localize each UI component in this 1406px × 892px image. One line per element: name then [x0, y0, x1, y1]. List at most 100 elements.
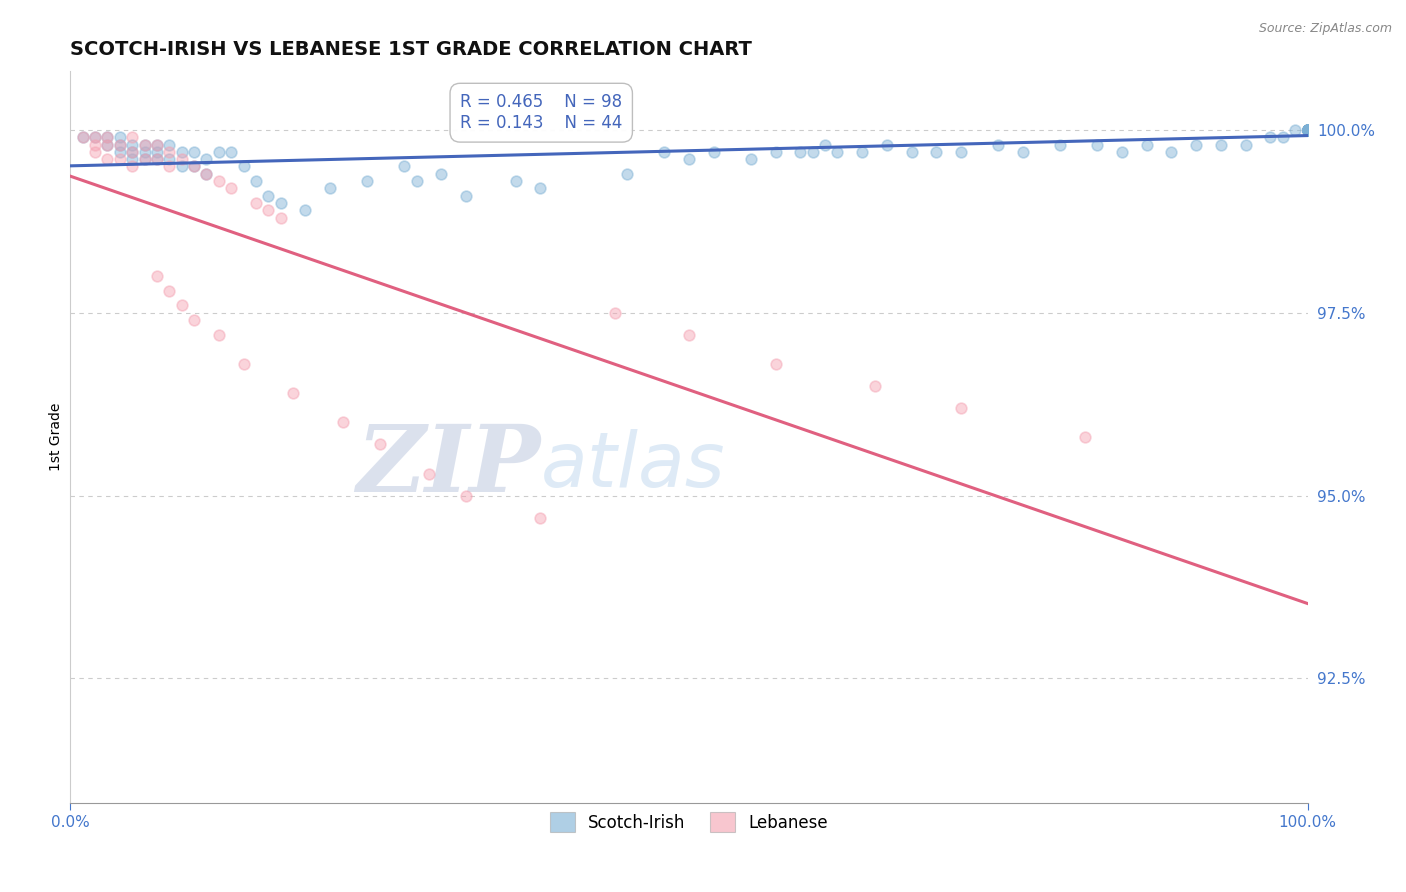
Point — [121, 145, 143, 159]
Point — [134, 137, 156, 152]
Point — [1296, 123, 1319, 137]
Point — [72, 130, 94, 145]
Point — [170, 160, 193, 174]
Point — [1049, 137, 1071, 152]
Point — [84, 130, 107, 145]
Point — [1209, 137, 1232, 152]
Point — [294, 203, 316, 218]
Point — [1296, 123, 1319, 137]
Point — [1296, 123, 1319, 137]
Point — [170, 145, 193, 159]
Point — [232, 357, 254, 371]
Point — [1296, 123, 1319, 137]
Point — [157, 284, 180, 298]
Point — [84, 137, 107, 152]
Point — [703, 145, 725, 159]
Text: SCOTCH-IRISH VS LEBANESE 1ST GRADE CORRELATION CHART: SCOTCH-IRISH VS LEBANESE 1ST GRADE CORRE… — [70, 39, 752, 59]
Point — [740, 152, 762, 166]
Point — [652, 145, 675, 159]
Point — [1296, 123, 1319, 137]
Point — [121, 160, 143, 174]
Point — [1296, 123, 1319, 137]
Point — [219, 181, 242, 195]
Point — [876, 137, 898, 152]
Point — [1271, 130, 1294, 145]
Point — [456, 489, 478, 503]
Point — [219, 145, 242, 159]
Point — [405, 174, 427, 188]
Point — [368, 437, 391, 451]
Point — [157, 160, 180, 174]
Point — [987, 137, 1010, 152]
Point — [1185, 137, 1208, 152]
Point — [157, 137, 180, 152]
Point — [529, 510, 551, 524]
Point — [851, 145, 873, 159]
Point — [146, 152, 169, 166]
Point — [183, 313, 205, 327]
Point — [356, 174, 378, 188]
Point — [232, 160, 254, 174]
Point — [96, 130, 118, 145]
Point — [146, 152, 169, 166]
Point — [157, 152, 180, 166]
Point — [603, 306, 626, 320]
Point — [1296, 123, 1319, 137]
Point — [765, 357, 787, 371]
Point — [1085, 137, 1108, 152]
Point — [418, 467, 440, 481]
Point — [394, 160, 416, 174]
Point — [1296, 123, 1319, 137]
Text: Source: ZipAtlas.com: Source: ZipAtlas.com — [1258, 22, 1392, 36]
Point — [121, 152, 143, 166]
Point — [950, 145, 973, 159]
Point — [1296, 123, 1319, 137]
Point — [1260, 130, 1282, 145]
Point — [529, 181, 551, 195]
Point — [801, 145, 824, 159]
Point — [146, 137, 169, 152]
Point — [84, 130, 107, 145]
Point — [616, 167, 638, 181]
Point — [1234, 137, 1257, 152]
Point — [827, 145, 849, 159]
Point — [270, 196, 292, 211]
Point — [84, 145, 107, 159]
Point — [1296, 123, 1319, 137]
Point — [195, 167, 218, 181]
Point — [281, 386, 304, 401]
Y-axis label: 1st Grade: 1st Grade — [49, 403, 63, 471]
Point — [183, 145, 205, 159]
Point — [72, 130, 94, 145]
Point — [121, 137, 143, 152]
Point — [925, 145, 948, 159]
Point — [134, 145, 156, 159]
Point — [1296, 123, 1319, 137]
Point — [208, 145, 231, 159]
Point — [332, 416, 354, 430]
Point — [1296, 123, 1319, 137]
Point — [96, 130, 118, 145]
Point — [183, 160, 205, 174]
Point — [146, 137, 169, 152]
Point — [208, 174, 231, 188]
Point — [1296, 123, 1319, 137]
Point — [1296, 123, 1319, 137]
Point — [183, 160, 205, 174]
Point — [170, 152, 193, 166]
Point — [108, 137, 131, 152]
Point — [900, 145, 922, 159]
Point — [1160, 145, 1182, 159]
Point — [1111, 145, 1133, 159]
Point — [1136, 137, 1159, 152]
Point — [134, 137, 156, 152]
Point — [245, 174, 267, 188]
Point — [134, 152, 156, 166]
Point — [134, 152, 156, 166]
Point — [678, 327, 700, 342]
Point — [146, 145, 169, 159]
Point — [96, 152, 118, 166]
Point — [456, 188, 478, 202]
Point — [96, 137, 118, 152]
Point — [257, 203, 280, 218]
